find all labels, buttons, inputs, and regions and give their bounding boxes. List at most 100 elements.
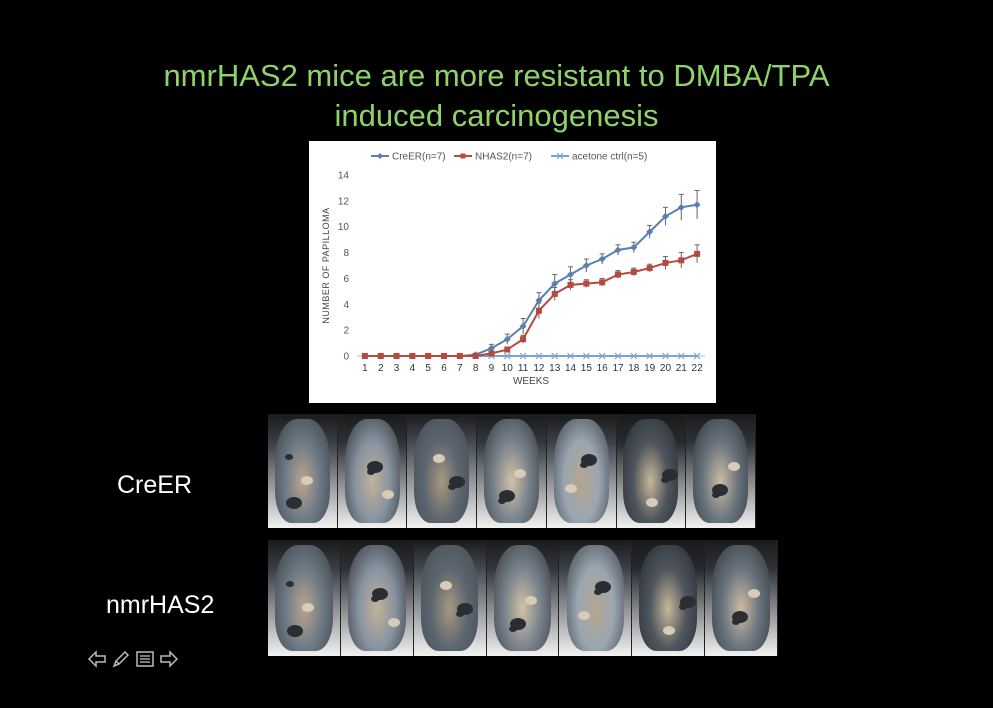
y-tick-label: 0 bbox=[343, 352, 349, 363]
x-tick-label: 18 bbox=[628, 363, 640, 374]
data-point bbox=[678, 257, 685, 264]
creer-mouse-photo bbox=[546, 414, 617, 528]
lesion-spot bbox=[712, 483, 729, 496]
lesion-spot bbox=[440, 580, 453, 590]
lesion-spot bbox=[499, 490, 516, 503]
x-tick-label: 8 bbox=[473, 363, 479, 374]
data-point bbox=[551, 280, 559, 288]
arrow-left-icon[interactable] bbox=[86, 648, 108, 670]
nmrhas2-mouse-photo bbox=[705, 540, 778, 656]
data-point bbox=[535, 296, 543, 304]
lesion-spot bbox=[679, 595, 696, 608]
x-axis-label: WEEKS bbox=[513, 376, 549, 387]
slide-title: nmrHAS2 mice are more resistant to DMBA/… bbox=[0, 56, 993, 136]
lesion-spot bbox=[285, 453, 294, 460]
nmrhas2-mouse-photo bbox=[486, 540, 560, 656]
x-tick-label: 21 bbox=[676, 363, 688, 374]
data-point bbox=[598, 255, 606, 263]
mouse-body bbox=[274, 418, 330, 524]
creer-row-label: CreER bbox=[117, 471, 193, 499]
data-point bbox=[614, 246, 622, 254]
lesion-spot bbox=[748, 588, 761, 598]
data-point bbox=[409, 353, 416, 359]
x-tick-label: 4 bbox=[410, 363, 416, 374]
data-point bbox=[646, 228, 654, 236]
lesion-spot bbox=[578, 610, 591, 620]
slide-title-line1: nmrHAS2 mice are more resistant to DMBA/… bbox=[163, 58, 830, 93]
creer-mouse-photo bbox=[686, 414, 756, 528]
data-point bbox=[519, 322, 527, 330]
pencil-icon[interactable] bbox=[110, 648, 132, 670]
lesion-spot bbox=[448, 475, 465, 488]
x-tick-label: 17 bbox=[612, 363, 624, 374]
mouse-body bbox=[566, 544, 625, 652]
data-point bbox=[567, 352, 574, 360]
lesion-spot bbox=[727, 461, 740, 471]
slide-title-line2: induced carcinogenesis bbox=[334, 98, 659, 133]
data-point bbox=[503, 352, 511, 360]
data-point bbox=[551, 352, 559, 360]
data-point bbox=[535, 307, 542, 314]
mouse-body bbox=[553, 418, 609, 524]
x-tick-label: 2 bbox=[378, 363, 384, 374]
legend-label: NHAS2(n=7) bbox=[475, 152, 532, 163]
x-tick-label: 7 bbox=[457, 363, 463, 374]
lesion-spot bbox=[367, 460, 384, 473]
nmrhas2-mouse-photo bbox=[340, 540, 414, 656]
data-point bbox=[487, 344, 495, 352]
data-point bbox=[693, 201, 701, 209]
data-point bbox=[598, 352, 606, 360]
data-point bbox=[582, 352, 590, 360]
nmrhas2-row-label: nmrHAS2 bbox=[106, 591, 215, 619]
mouse-body bbox=[493, 544, 552, 652]
data-point bbox=[393, 353, 400, 359]
data-point bbox=[504, 346, 511, 353]
legend-marker bbox=[556, 152, 564, 160]
lesion-spot bbox=[300, 475, 313, 485]
menu-icon[interactable] bbox=[134, 648, 156, 670]
data-point bbox=[520, 336, 527, 343]
x-tick-label: 6 bbox=[441, 363, 447, 374]
y-tick-label: 10 bbox=[338, 222, 350, 233]
lesion-spot bbox=[382, 490, 395, 500]
series-line bbox=[364, 203, 698, 357]
data-point bbox=[615, 271, 621, 278]
data-point bbox=[661, 212, 669, 220]
x-tick-label: 5 bbox=[425, 363, 431, 374]
data-point bbox=[583, 280, 590, 287]
lesion-spot bbox=[387, 617, 400, 627]
y-tick-label: 14 bbox=[338, 171, 350, 182]
mouse-body bbox=[712, 544, 770, 652]
x-tick-label: 20 bbox=[660, 363, 672, 374]
lesion-spot bbox=[514, 468, 527, 478]
data-point bbox=[535, 352, 543, 360]
data-point bbox=[551, 290, 558, 297]
legend-label: acetone ctrl(n=5) bbox=[572, 152, 647, 163]
arrow-right-icon[interactable] bbox=[158, 648, 180, 670]
lesion-spot bbox=[285, 497, 302, 510]
x-tick-label: 22 bbox=[692, 363, 704, 374]
mouse-body bbox=[693, 418, 749, 524]
lesion-spot bbox=[432, 453, 445, 463]
data-point bbox=[377, 353, 384, 359]
y-tick-label: 6 bbox=[343, 274, 349, 285]
series-line bbox=[364, 252, 698, 357]
legend-label: CreER(n=7) bbox=[392, 152, 446, 163]
data-point bbox=[630, 268, 637, 275]
creer-mouse-photo bbox=[268, 414, 338, 528]
y-tick-label: 4 bbox=[343, 300, 349, 311]
x-tick-label: 9 bbox=[489, 363, 495, 374]
legend-marker bbox=[377, 153, 383, 159]
lesion-spot bbox=[580, 453, 597, 466]
x-tick-label: 11 bbox=[518, 363, 529, 374]
nmrhas2-mouse-photo bbox=[413, 540, 487, 656]
x-tick-label: 3 bbox=[394, 363, 400, 374]
x-tick-label: 16 bbox=[597, 363, 609, 374]
x-tick-label: 14 bbox=[565, 363, 577, 374]
lesion-spot bbox=[525, 595, 538, 605]
lesion-spot bbox=[646, 498, 659, 508]
lesion-spot bbox=[285, 580, 294, 587]
papilloma-chart: 0 2 4 6 8 10 12 14 1 2 3 4 5 6 7 8 9 10 11 12 13 14 15 16 17 18 19… bbox=[309, 141, 716, 403]
data-point bbox=[599, 279, 606, 286]
data-point bbox=[646, 352, 654, 360]
